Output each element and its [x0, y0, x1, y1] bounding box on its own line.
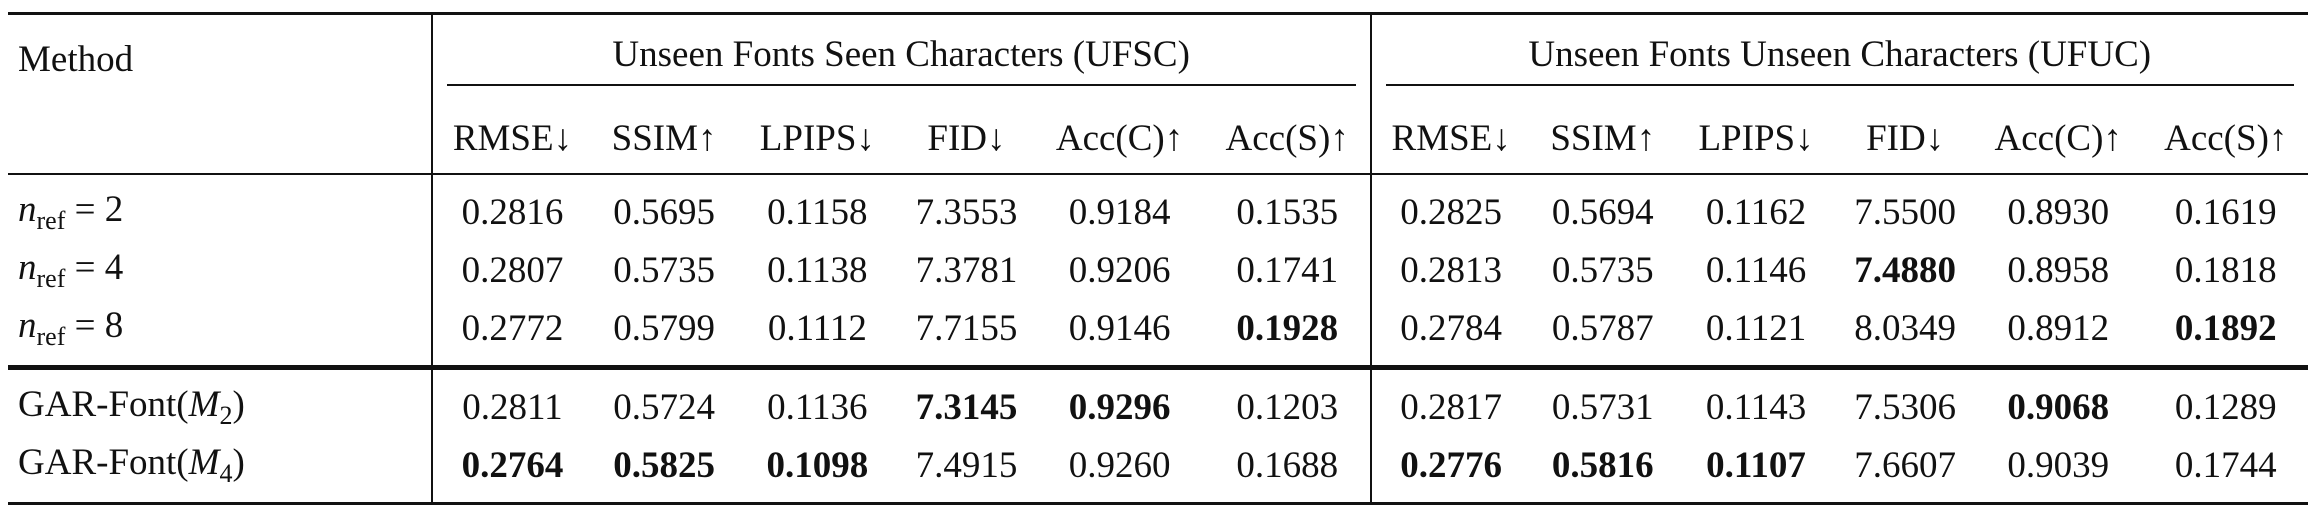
cell: 0.1289: [2174, 386, 2277, 428]
table-row: GAR-Font(M4) 0.2764 0.5825 0.1098 7.4915…: [8, 436, 2308, 504]
cell: 0.1744: [2174, 444, 2277, 486]
metric-header: LPIPS↓: [1698, 117, 1814, 159]
cell: 0.1818: [2174, 249, 2277, 291]
cell: 0.8912: [2007, 307, 2110, 349]
cell: 0.2817: [1400, 386, 1503, 428]
row-method: GAR-Font(M2): [8, 367, 433, 436]
cell: 0.5724: [613, 386, 715, 428]
cell-best: 0.5825: [613, 444, 715, 486]
cell-best: 0.2764: [461, 444, 564, 486]
ufsc-group-header: Unseen Fonts Seen Characters (UFSC): [431, 13, 1372, 103]
ufuc-group-header: Unseen Fonts Unseen Characters (UFUC): [1371, 14, 2308, 104]
cell: 8.0349: [1854, 307, 1956, 349]
cell: 7.6607: [1854, 444, 1956, 486]
cell-best: 0.2776: [1400, 444, 1503, 486]
cell-best: 0.5816: [1551, 444, 1654, 486]
cell: 7.5500: [1854, 191, 1956, 233]
cell: 0.1112: [767, 307, 867, 349]
method-header-spacer: [8, 103, 433, 174]
header-row-groups: Method Unseen Fonts Seen Characters (UFS…: [8, 13, 2308, 104]
cell: 0.9146: [1068, 307, 1171, 349]
cell: 0.2813: [1400, 249, 1503, 291]
cell: 0.8930: [2007, 191, 2110, 233]
cell: 0.8958: [2007, 249, 2110, 291]
cell: 7.7155: [915, 307, 1018, 349]
ufuc-group-label: Unseen Fonts Unseen Characters (UFUC): [1385, 33, 2294, 86]
row-method: nref = 8: [8, 299, 433, 368]
table-row: nref = 4 0.2807 0.5735 0.1138 7.3781 0.9…: [8, 241, 2308, 299]
cell: 7.3781: [915, 249, 1018, 291]
cell: 0.9039: [2007, 444, 2110, 486]
cell: 0.5695: [613, 191, 715, 233]
cell-best: 0.1098: [766, 444, 869, 486]
metric-header: Acc(S)↑: [2164, 117, 2288, 159]
ufsc-group-label: Unseen Fonts Seen Characters (UFSC): [446, 33, 1356, 86]
cell: 7.5306: [1854, 386, 1956, 428]
results-table-figure: Method Unseen Fonts Seen Characters (UFS…: [8, 13, 2308, 504]
cell: 0.1136: [767, 386, 868, 428]
table-row: GAR-Font(M2) 0.2811 0.5724 0.1136 7.3145…: [8, 367, 2308, 436]
cell: 0.2816: [461, 191, 564, 233]
metric-header: FID↓: [927, 117, 1006, 159]
cell: 0.1203: [1204, 367, 1372, 436]
cell: 0.9184: [1068, 191, 1171, 233]
cell: 0.5799: [613, 307, 715, 349]
cell: 0.1619: [2174, 191, 2277, 233]
cell: 0.9260: [1068, 444, 1171, 486]
metric-header: Acc(S)↑: [1204, 103, 1372, 174]
metric-header: SSIM↑: [611, 117, 717, 159]
method-header: Method: [8, 13, 433, 103]
cell: 0.2772: [461, 307, 564, 349]
cell: 0.5731: [1551, 386, 1654, 428]
metric-header: FID↓: [1866, 117, 1945, 159]
cell: 0.2784: [1400, 307, 1503, 349]
cell: 0.1146: [1705, 249, 1807, 291]
metric-header: SSIM↑: [1550, 117, 1656, 159]
cell: 0.1535: [1204, 174, 1372, 241]
cell: 7.3553: [915, 191, 1018, 233]
cell-best: 0.9068: [2007, 386, 2110, 428]
cell: 0.5694: [1551, 191, 1654, 233]
cell: 0.1143: [1705, 386, 1807, 428]
metric-header: LPIPS↓: [759, 117, 875, 159]
row-method: nref = 4: [8, 241, 433, 299]
cell: 0.2811: [462, 386, 563, 428]
row-method: GAR-Font(M4): [8, 436, 433, 504]
cell: 0.1688: [1204, 436, 1372, 504]
cell-best: 7.3145: [915, 386, 1018, 428]
results-table: Method Unseen Fonts Seen Characters (UFS…: [8, 12, 2308, 505]
cell: 0.1121: [1705, 307, 1807, 349]
cell: 0.1158: [767, 191, 868, 233]
metric-header: Acc(C)↑: [1994, 117, 2122, 159]
cell: 0.2807: [461, 249, 564, 291]
cell: 0.5735: [1551, 249, 1654, 291]
cell-best: 0.1928: [1204, 299, 1372, 368]
cell-best: 0.1892: [2174, 307, 2277, 349]
cell: 7.4915: [915, 444, 1018, 486]
cell: 0.1741: [1204, 241, 1372, 299]
metric-header: RMSE↓: [452, 117, 573, 159]
cell: 0.2825: [1400, 191, 1503, 233]
metric-header: Acc(C)↑: [1055, 117, 1184, 159]
table-row: nref = 8 0.2772 0.5799 0.1112 7.7155 0.9…: [8, 299, 2308, 368]
cell: 0.5787: [1551, 307, 1654, 349]
cell: 0.5735: [613, 249, 715, 291]
metric-header: RMSE↓: [1391, 117, 1511, 159]
cell-best: 0.9296: [1068, 386, 1171, 428]
cell-best: 7.4880: [1854, 249, 1956, 291]
row-method: nref = 2: [8, 174, 433, 241]
header-row-metrics: RMSE↓ SSIM↑ LPIPS↓ FID↓ Acc(C)↑ Acc(S)↑ …: [8, 103, 2308, 174]
cell: 0.9206: [1068, 249, 1171, 291]
cell: 0.1162: [1705, 191, 1807, 233]
table-row: nref = 2 0.2816 0.5695 0.1158 7.3553 0.9…: [8, 174, 2308, 241]
cell: 0.1138: [767, 249, 868, 291]
cell-best: 0.1107: [1706, 444, 1806, 486]
